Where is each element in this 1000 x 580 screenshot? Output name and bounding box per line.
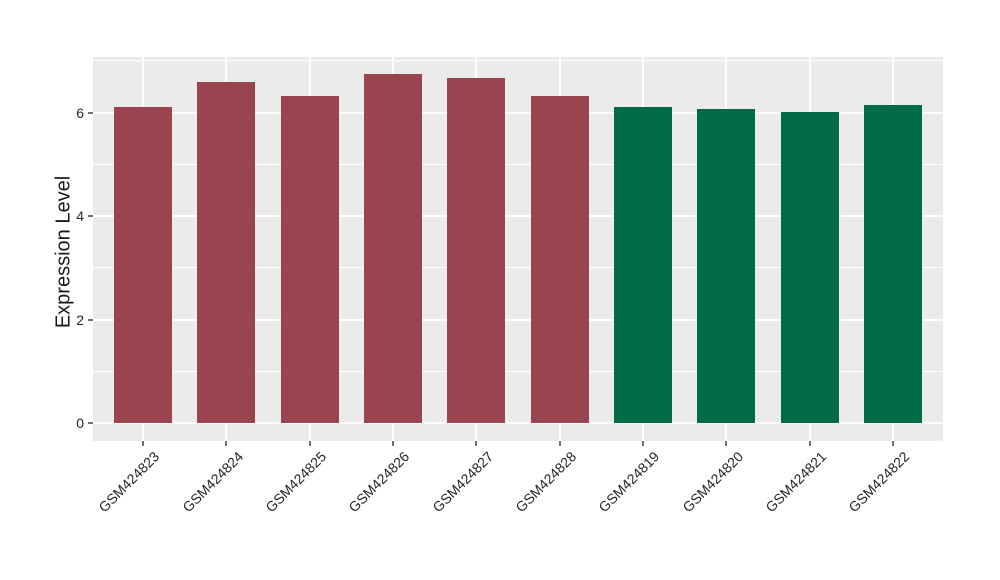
x-tick-mark [475, 441, 478, 446]
gridline-horizontal-minor [93, 163, 943, 165]
gridline-horizontal-major [93, 111, 943, 114]
bar-GSM424826 [364, 74, 422, 423]
bar-GSM424823 [114, 107, 172, 423]
gridline-horizontal-minor [93, 267, 943, 269]
bar-GSM424827 [447, 77, 506, 423]
x-tick-label: GSM424827 [429, 448, 496, 516]
bar-GSM424828 [530, 95, 589, 423]
x-tick-mark [558, 441, 561, 446]
x-tick-mark [308, 441, 311, 446]
x-tick-label: GSM424823 [95, 448, 163, 516]
x-tick-label: GSM424820 [679, 448, 746, 516]
y-tick-label: 2 [76, 311, 84, 328]
y-tick-mark [88, 111, 93, 114]
x-tick-label: GSM424826 [345, 448, 413, 516]
x-tick-label: GSM424828 [512, 448, 580, 516]
y-tick-mark [88, 215, 93, 217]
bar-GSM424824 [197, 82, 256, 423]
bar-GSM424825 [280, 96, 339, 423]
y-tick-label: 4 [76, 208, 84, 224]
y-tick-label: 0 [76, 415, 84, 431]
x-tick-mark [142, 441, 144, 446]
x-tick-label: GSM424822 [845, 448, 913, 516]
bar-GSM424820 [697, 109, 756, 423]
x-tick-mark [642, 441, 644, 446]
y-tick-mark [88, 422, 93, 424]
x-tick-mark [725, 441, 728, 446]
x-tick-mark [892, 441, 894, 446]
x-tick-mark [808, 441, 811, 446]
gridline-horizontal-minor [93, 370, 943, 372]
gridline-horizontal-major [93, 215, 943, 217]
y-tick-label: 6 [76, 104, 84, 121]
plot-area [93, 57, 943, 441]
x-tick-label: GSM424819 [595, 448, 663, 516]
x-tick-mark [225, 441, 228, 446]
x-tick-mark [392, 441, 394, 446]
x-tick-label: GSM424825 [262, 448, 330, 516]
gridline-horizontal-major [93, 318, 943, 321]
gridline-horizontal-minor [93, 60, 943, 62]
bar-GSM424822 [864, 105, 922, 423]
bar-GSM424819 [614, 107, 672, 423]
gridline-horizontal-major [93, 422, 943, 424]
x-tick-label: GSM424821 [762, 448, 830, 516]
x-tick-label: GSM424824 [179, 448, 246, 516]
y-axis-title: Expression Level [52, 175, 75, 329]
y-tick-mark [88, 318, 93, 321]
bar-GSM424821 [780, 111, 839, 423]
